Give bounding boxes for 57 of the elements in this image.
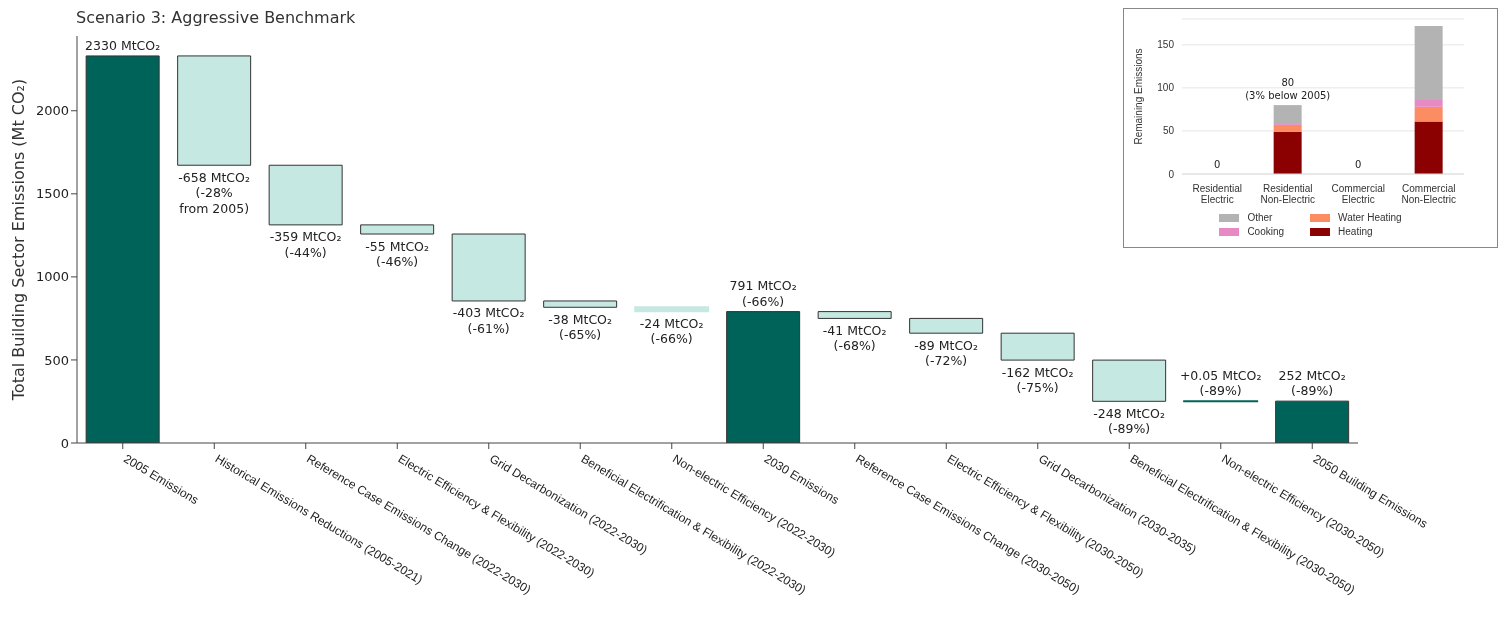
- y-tick-label: 0: [60, 435, 69, 451]
- bar: [1092, 359, 1167, 402]
- data-label: +0.05 MtCO₂ (-89%): [1179, 367, 1262, 399]
- bar: [1000, 332, 1075, 361]
- total-label: 0: [1355, 159, 1362, 170]
- bar: [1414, 99, 1443, 107]
- x-tick-label: Residential Electric: [1192, 183, 1242, 205]
- data-label: -403 MtCO₂ (-61%): [452, 305, 525, 336]
- bar: [1414, 121, 1443, 174]
- bar: [1273, 124, 1302, 132]
- legend-label: Water Heating: [1337, 212, 1402, 223]
- data-label: -359 MtCO₂ (-44%): [269, 229, 342, 260]
- y-tick-label: 50: [1162, 125, 1175, 137]
- data-label: -55 MtCO₂ (-46%): [365, 238, 429, 270]
- bar: [451, 233, 526, 302]
- x-tick-label: Residential Non-Electric: [1260, 183, 1315, 205]
- bar: [360, 224, 435, 235]
- bar: [268, 164, 343, 226]
- bar: [817, 311, 892, 319]
- bar: [543, 300, 618, 308]
- bar: [1273, 131, 1302, 174]
- data-label: 791 MtCO₂ (-66%): [729, 278, 797, 309]
- data-label: -41 MtCO₂ (-68%): [822, 322, 887, 354]
- y-tick-label: 1000: [35, 269, 69, 285]
- data-label: 2330 MtCO₂: [85, 37, 161, 53]
- legend-label: Cooking: [1246, 226, 1285, 237]
- y-axis-title: Total Building Sector Emissions (Mt CO₂): [8, 78, 28, 402]
- data-label: -658 MtCO₂ (-28% from 2005): [178, 169, 250, 216]
- legend-label: Other: [1246, 212, 1274, 223]
- bar: [177, 55, 252, 166]
- data-label: 252 MtCO₂ (-89%): [1278, 367, 1346, 399]
- bar: [1273, 105, 1302, 125]
- bar: [1275, 400, 1350, 443]
- bar: [85, 55, 160, 443]
- data-label: -162 MtCO₂ (-75%): [1001, 364, 1074, 396]
- total-label: 80 (3% below 2005): [1245, 77, 1331, 102]
- x-tick-label: Commercial Electric: [1331, 183, 1385, 205]
- y-axis-title: Remaining Emissions: [1132, 48, 1144, 145]
- bar: [726, 311, 801, 443]
- y-tick-label: 0: [1168, 168, 1175, 180]
- data-label: -24 MtCO₂ (-66%): [639, 315, 704, 347]
- data-label: -38 MtCO₂ (-65%): [548, 311, 612, 343]
- chart-title: Scenario 3: Aggressive Benchmark: [76, 8, 356, 27]
- y-tick-label: 2000: [35, 103, 69, 119]
- bar: [909, 317, 984, 334]
- y-tick-label: 500: [44, 352, 69, 368]
- data-label: -248 MtCO₂ (-89%): [1093, 405, 1165, 437]
- bar: [634, 306, 710, 313]
- x-tick-label: Commercial Non-Electric: [1401, 183, 1456, 205]
- y-tick-label: 1500: [35, 186, 69, 202]
- y-tick-label: 100: [1157, 82, 1175, 94]
- bar: [1414, 106, 1443, 122]
- data-label: -89 MtCO₂ (-72%): [914, 337, 978, 369]
- bar: [1414, 25, 1443, 100]
- legend-label: Heating: [1337, 226, 1374, 237]
- total-label: 0: [1214, 159, 1221, 170]
- y-tick-label: 150: [1157, 39, 1175, 51]
